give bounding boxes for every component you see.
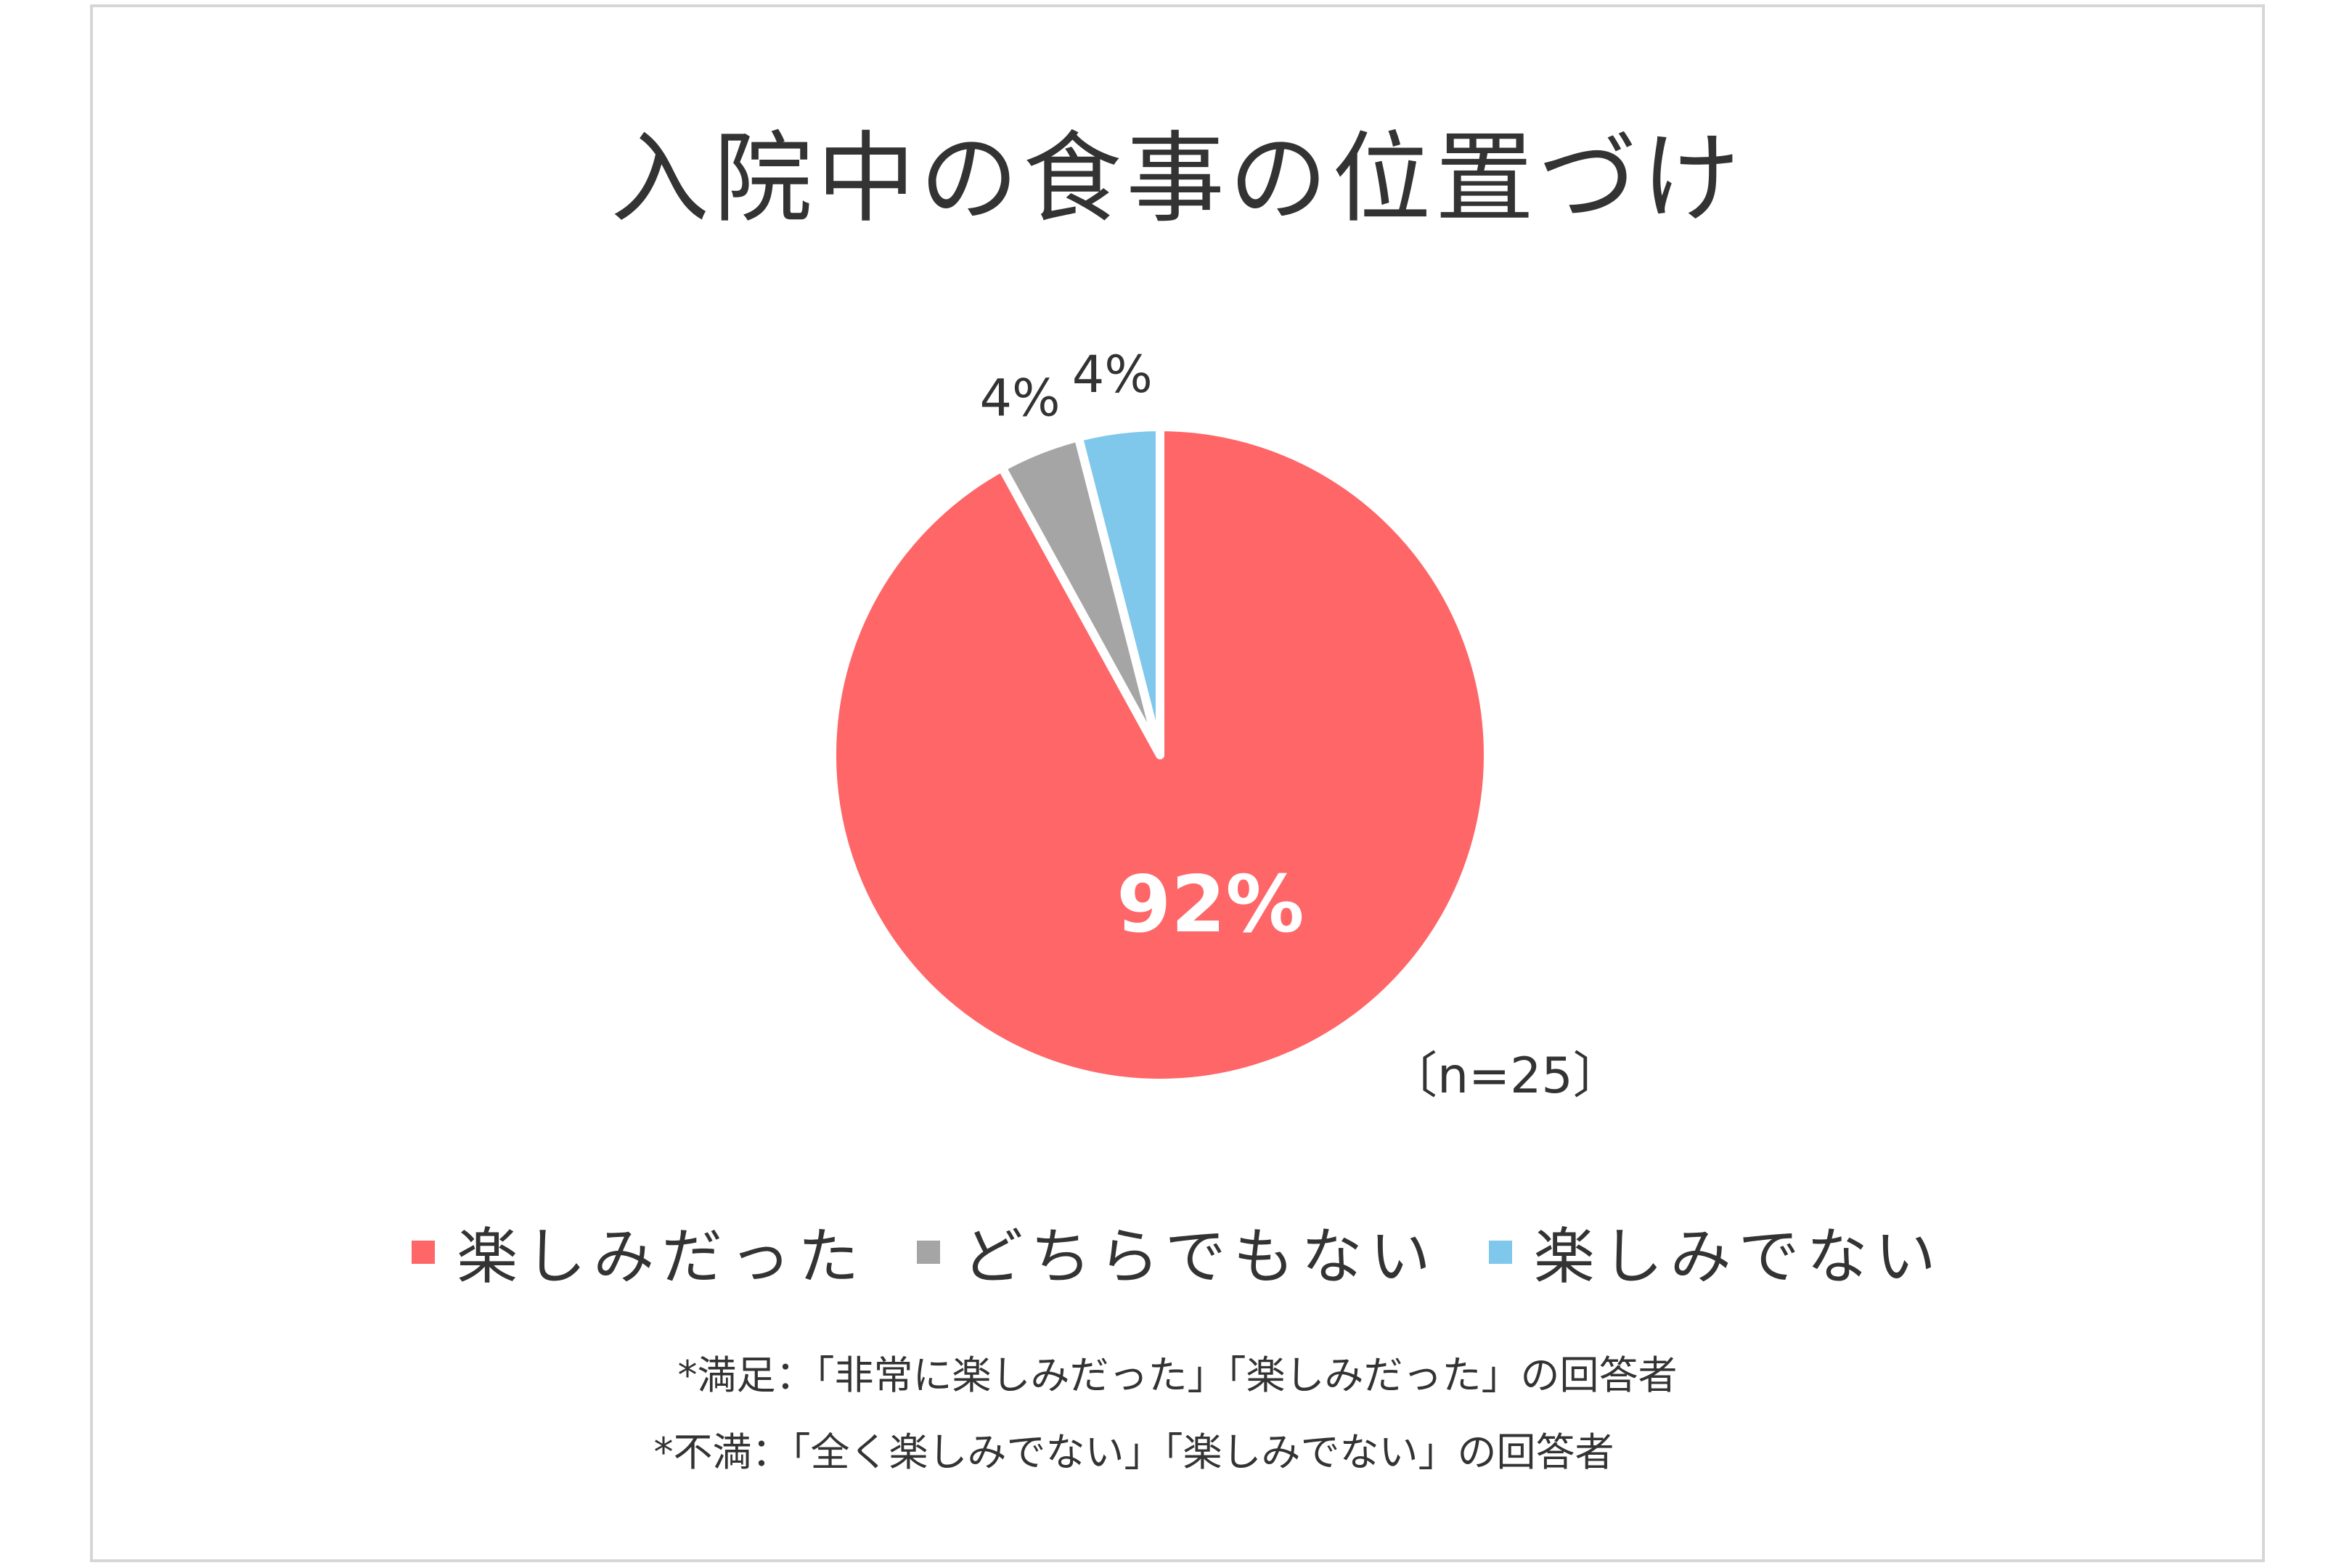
legend-swatch-neutral bbox=[917, 1240, 941, 1264]
legend-item: 楽しみでない bbox=[1488, 1208, 1943, 1296]
legend-item: どちらでもない bbox=[917, 1208, 1437, 1296]
data-label-enjoyed: 92% bbox=[1116, 859, 1304, 950]
legend-label-enjoyed: 楽しみだった bbox=[457, 1221, 867, 1292]
footnote-satisfied: *満足：「非常に楽しみだった」「楽しみだった」の回答者 bbox=[677, 1352, 1678, 1398]
legend-label-not-enjoyed: 楽しみでない bbox=[1533, 1221, 1943, 1292]
sample-size-note: 〔n=25〕 bbox=[1388, 1048, 1622, 1105]
pie-labels: 92% 4% 4% bbox=[979, 345, 1304, 950]
footnote-dissatisfied: *不満：「全く楽しみでない」「楽しみでない」の回答者 bbox=[653, 1429, 1614, 1475]
legend-swatch-enjoyed bbox=[412, 1240, 436, 1264]
chart-title: 入院中の食事の位置づけ bbox=[611, 122, 1744, 237]
data-label-neutral: 4% bbox=[979, 368, 1060, 428]
legend: 楽しみだった どちらでもない 楽しみでない bbox=[93, 1208, 2262, 1296]
legend-swatch-not-enjoyed bbox=[1488, 1240, 1512, 1264]
legend-item: 楽しみだった bbox=[412, 1208, 866, 1296]
data-label-not-enjoyed: 4% bbox=[1072, 345, 1153, 404]
pie-chart: 92% 4% 4% bbox=[828, 345, 1493, 1087]
chart-slide: 入院中の食事の位置づけ 92% 4% 4% 〔n=25〕 楽しみだった どちらでもな… bbox=[90, 4, 2265, 1562]
legend-label-neutral: どちらでもない bbox=[962, 1221, 1438, 1292]
pie-slices bbox=[828, 422, 1493, 1087]
pie-slice-not-enjoyed bbox=[1074, 422, 1164, 759]
